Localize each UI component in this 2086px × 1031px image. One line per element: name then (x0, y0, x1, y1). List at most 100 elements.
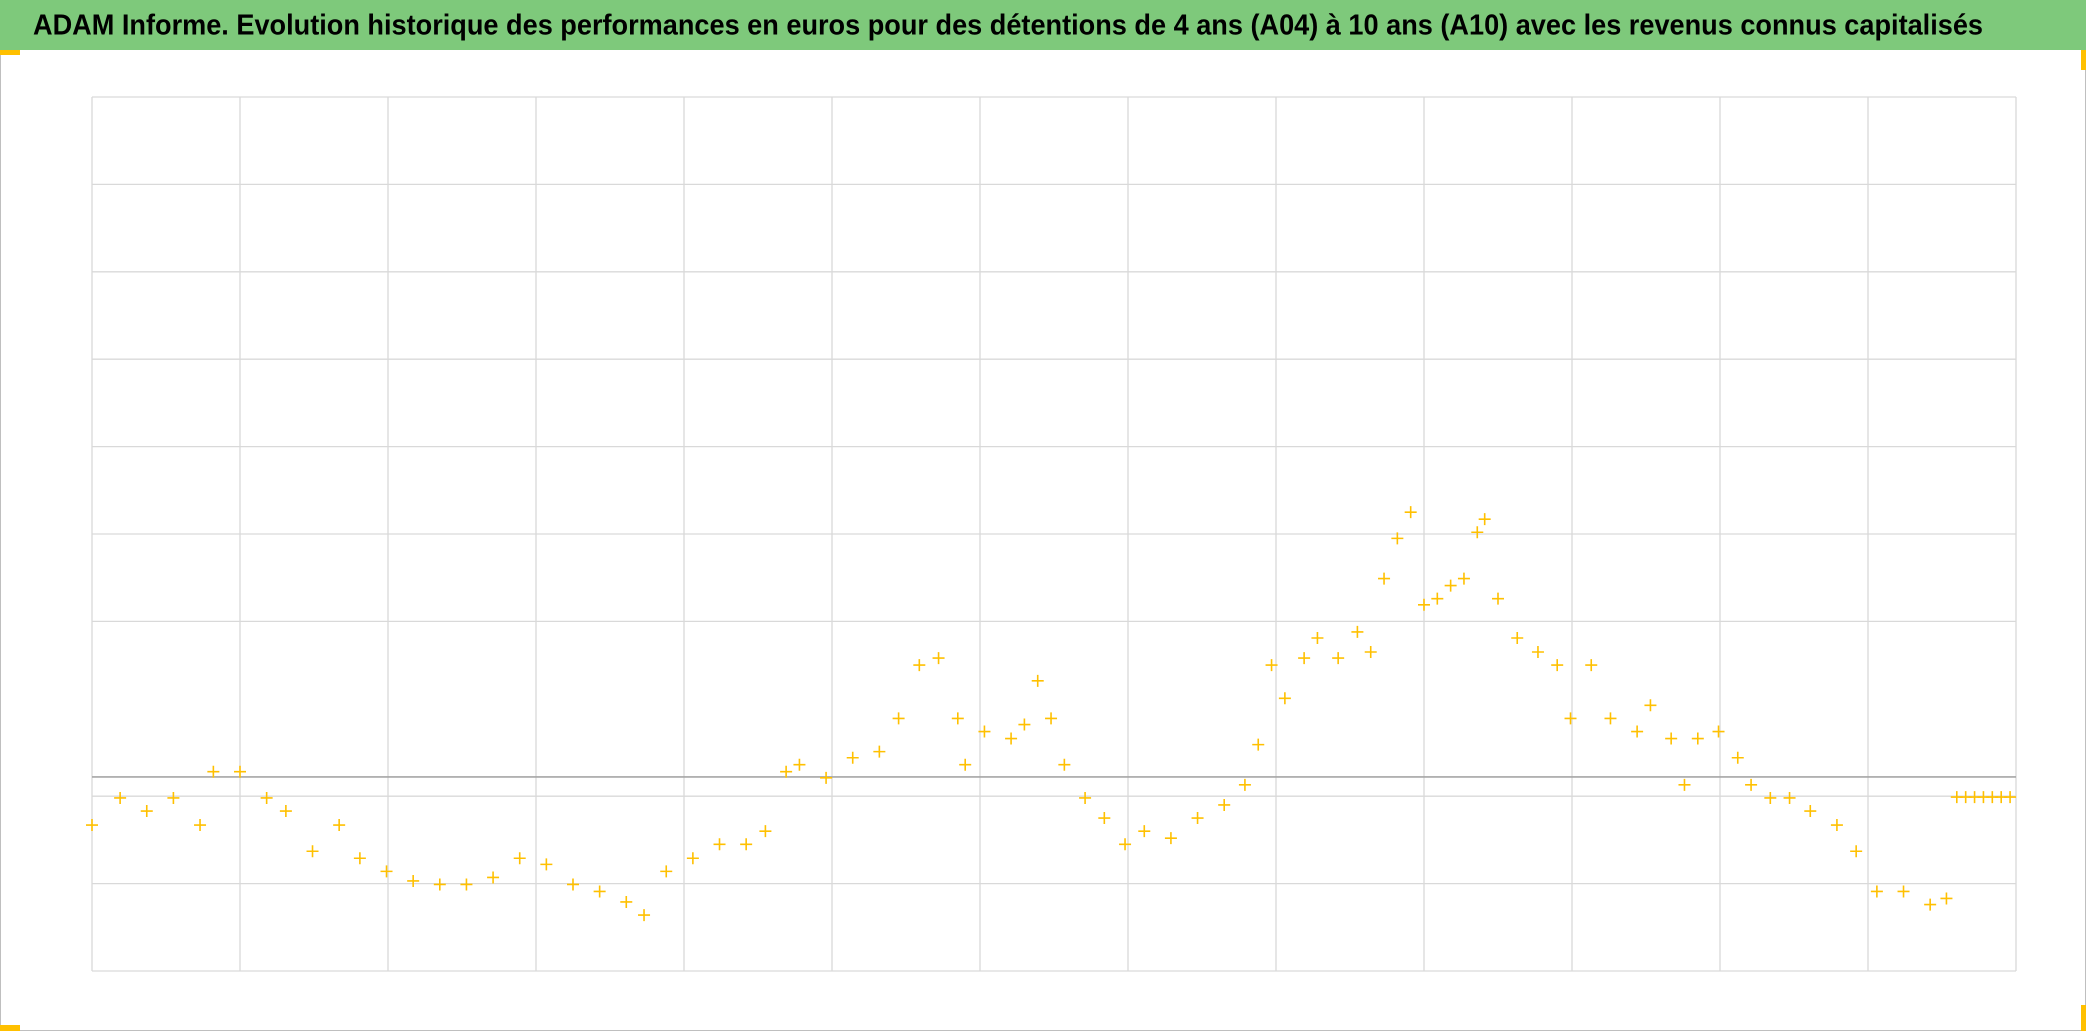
data-point (1850, 845, 1863, 858)
data-point (951, 712, 964, 725)
data-point (1444, 579, 1457, 592)
data-point (86, 819, 98, 832)
data-point (1018, 718, 1031, 731)
data-point (759, 825, 772, 838)
data-point (1457, 572, 1470, 585)
data-point (892, 712, 905, 725)
data-point (1418, 598, 1430, 611)
data-point (1644, 699, 1657, 712)
data-point (540, 858, 553, 871)
data-point (1391, 532, 1404, 545)
data-point (1332, 652, 1345, 665)
data-point (513, 852, 526, 865)
data-point (1745, 778, 1758, 791)
data-point (567, 878, 579, 891)
data-point (1138, 825, 1151, 838)
data-point (1404, 506, 1417, 519)
data-point (959, 758, 972, 771)
data-point (1564, 712, 1577, 725)
data-point (1764, 791, 1777, 804)
data-point (1164, 832, 1177, 845)
data-point (793, 758, 806, 771)
data-point (353, 852, 366, 865)
data-point (1665, 732, 1678, 745)
data-point (1252, 738, 1265, 751)
data-point (167, 791, 180, 804)
data-point (306, 845, 319, 858)
data-point (1265, 659, 1278, 672)
data-point (1531, 645, 1544, 658)
data-point (1783, 791, 1796, 804)
data-point (207, 765, 220, 778)
data-point (2004, 791, 2017, 804)
data-point (1691, 732, 1704, 745)
chart-title: ADAM Informe. Evolution historique des p… (33, 10, 1983, 42)
data-point (1218, 798, 1231, 811)
data-point (1551, 659, 1564, 672)
data-point (140, 805, 153, 818)
data-point (780, 765, 793, 778)
data-point (279, 805, 292, 818)
data-point (194, 819, 207, 832)
data-point (433, 878, 446, 891)
data-point (380, 865, 393, 878)
data-point (460, 878, 473, 891)
data-point (1804, 805, 1817, 818)
data-point (660, 865, 673, 878)
data-point (1311, 632, 1324, 645)
data-point (1604, 712, 1617, 725)
data-point (638, 909, 651, 922)
data-point (873, 745, 886, 758)
data-point (820, 771, 833, 784)
data-point (1098, 812, 1111, 825)
data-point (1119, 838, 1132, 851)
data-point (1631, 725, 1644, 738)
data-point (713, 838, 726, 851)
data-point (1678, 778, 1691, 791)
data-point (1005, 732, 1018, 745)
data-point (1364, 645, 1377, 658)
data-point (1238, 778, 1251, 791)
data-point (1031, 674, 1044, 687)
data-point (1731, 751, 1744, 764)
corner-marker (2081, 50, 2086, 70)
data-point (1585, 659, 1598, 672)
title-bar (0, 0, 2086, 50)
plot-area (86, 96, 2017, 972)
data-point (1940, 892, 1953, 905)
data-point (1478, 513, 1491, 526)
data-point (407, 874, 420, 887)
data-point (1511, 632, 1524, 645)
data-point (487, 871, 500, 884)
data-point (1492, 592, 1504, 605)
data-point (333, 819, 346, 832)
corner-marker (2081, 1005, 2086, 1031)
data-point (260, 791, 273, 804)
data-point (1045, 712, 1058, 725)
data-point (1058, 758, 1071, 771)
data-point (1191, 812, 1204, 825)
data-point (1378, 572, 1391, 585)
data-point (1924, 898, 1937, 911)
data-point (846, 751, 859, 764)
corner-marker (0, 1025, 20, 1031)
data-point (913, 659, 926, 672)
data-point (978, 725, 991, 738)
data-point (1079, 791, 1092, 804)
corner-marker (0, 50, 20, 55)
data-point (620, 895, 633, 908)
data-point (740, 838, 753, 851)
data-point (1870, 885, 1883, 898)
data-point (1897, 885, 1910, 898)
data-point (1830, 819, 1843, 832)
data-point (1471, 526, 1484, 539)
data-point (1712, 725, 1725, 738)
data-point (1431, 592, 1444, 605)
data-point (1351, 625, 1364, 638)
data-point (234, 765, 246, 778)
data-point (593, 885, 606, 898)
data-point (1298, 652, 1311, 665)
